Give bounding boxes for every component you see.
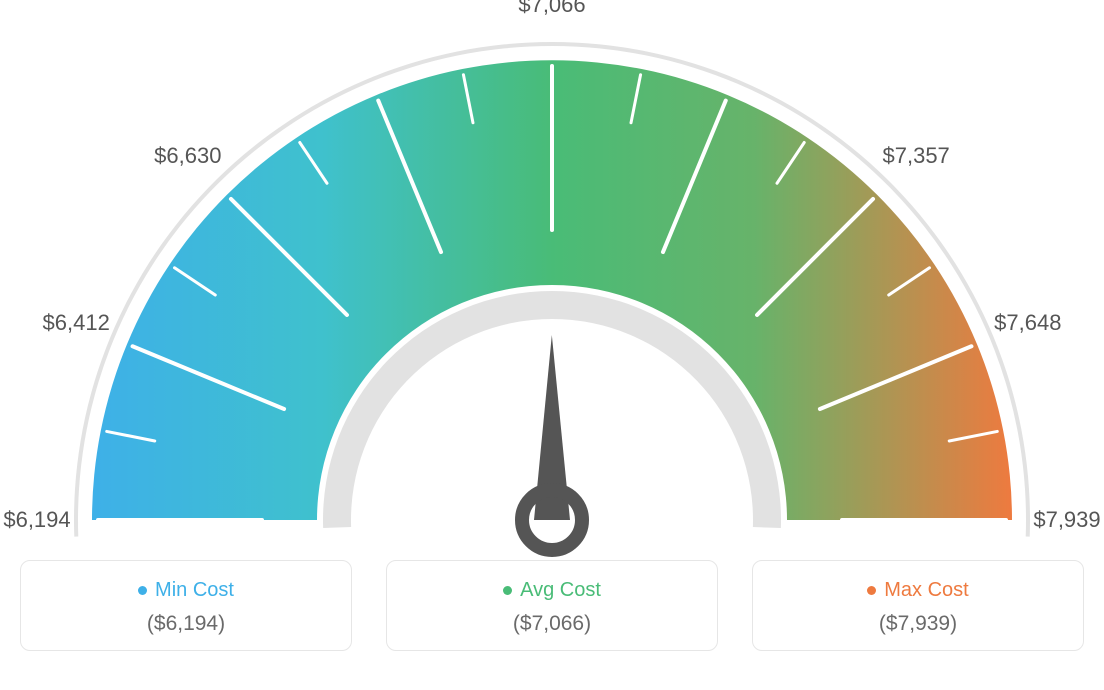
gauge-svg xyxy=(20,20,1084,560)
legend-box-min: Min Cost ($6,194) xyxy=(20,560,352,651)
dot-min-icon xyxy=(138,586,147,595)
dot-avg-icon xyxy=(503,586,512,595)
gauge-tick-label: $7,648 xyxy=(994,310,1061,336)
legend-value-min: ($6,194) xyxy=(31,612,341,636)
gauge-tick-label: $7,066 xyxy=(518,0,585,18)
legend-title-max: Max Cost xyxy=(867,579,968,602)
dot-max-icon xyxy=(867,586,876,595)
legend-label-avg: Avg Cost xyxy=(520,579,601,602)
gauge-tick-label: $7,357 xyxy=(883,143,950,169)
legend-title-avg: Avg Cost xyxy=(503,579,601,602)
legend-box-max: Max Cost ($7,939) xyxy=(752,560,1084,651)
gauge-tick-label: $6,630 xyxy=(154,143,221,169)
gauge-tick-label: $7,939 xyxy=(1033,507,1100,533)
legend-value-max: ($7,939) xyxy=(763,612,1073,636)
legend-title-min: Min Cost xyxy=(138,579,234,602)
gauge-tick-label: $6,412 xyxy=(43,310,110,336)
legend-box-avg: Avg Cost ($7,066) xyxy=(386,560,718,651)
legend-label-max: Max Cost xyxy=(884,579,968,602)
gauge-tick-label: $6,194 xyxy=(3,507,70,533)
gauge-chart: $6,194$6,412$6,630$7,066$7,357$7,648$7,9… xyxy=(20,20,1084,560)
legend-value-avg: ($7,066) xyxy=(397,612,707,636)
legend-row: Min Cost ($6,194) Avg Cost ($7,066) Max … xyxy=(20,560,1084,651)
legend-label-min: Min Cost xyxy=(155,579,234,602)
